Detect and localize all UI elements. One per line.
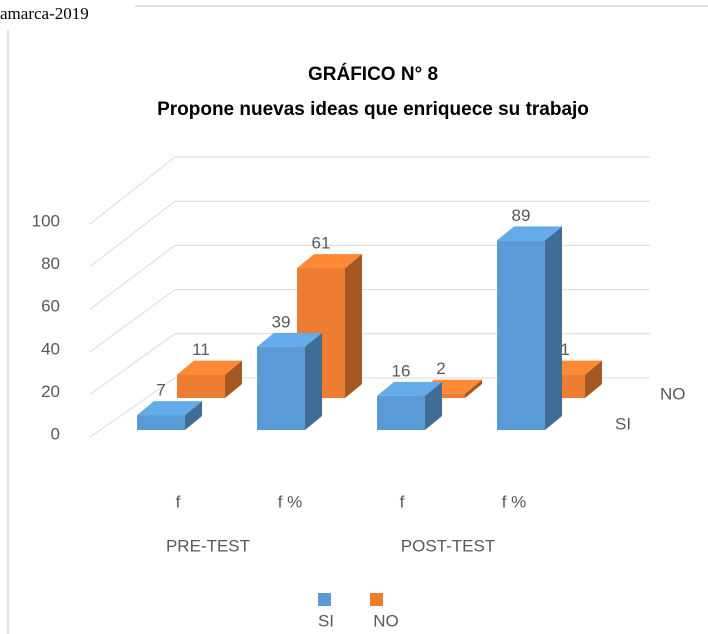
bar-top	[297, 254, 362, 269]
bar-front	[257, 346, 305, 430]
y-tick-label: 80	[41, 254, 60, 273]
depth-label: SI	[615, 414, 631, 433]
grid-line	[89, 200, 650, 267]
bar	[377, 381, 442, 430]
bar-front	[137, 415, 185, 430]
bar-top	[377, 381, 442, 396]
bar-top	[177, 360, 242, 375]
grid-line	[89, 333, 650, 395]
group-label: POST-TEST	[401, 536, 495, 555]
legend-swatch	[318, 593, 331, 606]
legend-label: NO	[373, 611, 399, 630]
bar	[177, 360, 242, 398]
bar-front	[377, 395, 425, 430]
bar-side	[345, 254, 362, 398]
grid-line	[89, 289, 650, 353]
group-label: PRE-TEST	[166, 536, 250, 555]
y-tick-label: 20	[41, 382, 60, 401]
data-label: 7	[156, 381, 165, 400]
y-tick-label: 60	[41, 297, 60, 316]
header-text: amarca-2019	[0, 4, 89, 23]
bar-side	[185, 401, 202, 430]
data-label: 39	[272, 312, 291, 331]
y-tick-label: 100	[32, 211, 60, 230]
x-tick-label: f %	[502, 492, 527, 511]
grid-line	[89, 377, 650, 438]
x-tick-label: f	[176, 492, 181, 511]
bar-side	[305, 332, 322, 430]
legend-label: SI	[318, 611, 334, 630]
grid-line	[89, 156, 650, 225]
y-tick-label: 0	[51, 424, 60, 443]
bar-front	[177, 374, 225, 398]
data-label: 11	[192, 340, 210, 359]
bar-side	[585, 360, 602, 398]
data-label: 61	[312, 234, 331, 253]
chart-title: GRÁFICO N° 8	[308, 63, 438, 85]
data-label: 16	[392, 361, 411, 380]
x-tick-label: f	[400, 492, 405, 511]
chart-subtitle: Propone nuevas ideas que enriquece su tr…	[157, 99, 589, 120]
bar	[257, 332, 322, 430]
bar-top	[497, 226, 562, 241]
bar-front	[497, 240, 545, 430]
bar	[497, 226, 562, 430]
bar-top	[137, 401, 202, 416]
grid-line	[89, 244, 650, 310]
x-tick-label: f %	[278, 492, 303, 511]
bar-side	[465, 379, 482, 398]
bar-top	[257, 332, 322, 347]
bar	[137, 401, 202, 430]
data-label: 89	[512, 206, 531, 225]
data-label: 2	[436, 359, 445, 378]
bar-side	[545, 226, 562, 430]
y-tick-label: 40	[41, 339, 60, 358]
depth-label: NO	[660, 384, 686, 403]
bar-side	[225, 360, 242, 398]
legend-swatch	[370, 593, 383, 606]
bar-side	[425, 381, 442, 430]
